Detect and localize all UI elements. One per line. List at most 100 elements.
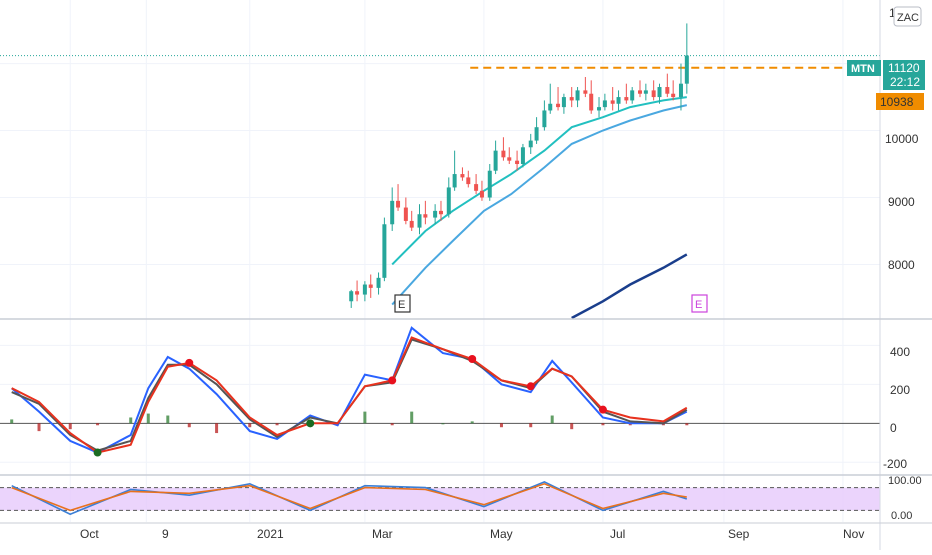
- candle: [433, 204, 438, 225]
- candle-body: [665, 87, 670, 94]
- candle: [501, 137, 506, 161]
- stochastic-pane[interactable]: [0, 481, 880, 516]
- candle: [542, 100, 547, 131]
- candle: [479, 180, 484, 201]
- ema-fast-line: [391, 96, 687, 266]
- candle-body: [597, 107, 602, 111]
- candle: [403, 197, 408, 225]
- candle: [409, 210, 414, 231]
- candle: [548, 83, 553, 114]
- candle-body: [355, 291, 360, 295]
- ticker-badge[interactable]: ZAC: [893, 6, 922, 27]
- time-axis-label: May: [490, 527, 513, 541]
- time-axis-label: Nov: [843, 527, 864, 541]
- candle-body: [624, 97, 629, 101]
- candle-body: [396, 200, 401, 208]
- candle-body: [376, 277, 381, 288]
- candle-body: [638, 90, 642, 94]
- macd-histogram-bar: [685, 423, 689, 426]
- candle-body: [368, 284, 373, 288]
- candle: [534, 117, 539, 144]
- macd-histogram-bar: [390, 423, 394, 426]
- time-axis-label: Mar: [372, 527, 393, 541]
- candle: [602, 93, 607, 111]
- candle-body: [507, 157, 512, 161]
- candle-body: [409, 220, 414, 228]
- macd-histogram-bar: [470, 421, 474, 424]
- candle: [355, 280, 360, 302]
- candle: [376, 272, 381, 295]
- candle: [589, 80, 594, 114]
- ema-slow-line: [391, 104, 688, 306]
- candle-body: [616, 97, 621, 104]
- candle-body: [630, 90, 635, 101]
- candle-body: [602, 100, 607, 108]
- time-axis-label: 9: [162, 527, 169, 541]
- candle-body: [349, 291, 354, 302]
- candle: [452, 150, 457, 191]
- candle-body: [452, 174, 457, 188]
- time-axis-label: Sep: [728, 527, 750, 541]
- countdown-label: 22:12: [890, 75, 920, 89]
- level-label: 10938: [880, 95, 914, 109]
- macd-cross-dot: [306, 419, 315, 428]
- candle-body: [678, 83, 683, 98]
- candle-body: [575, 90, 580, 101]
- candle-body: [657, 87, 662, 98]
- macd-histogram-bar: [410, 411, 414, 424]
- candle: [423, 200, 428, 225]
- macd-cross-dot: [93, 448, 102, 457]
- symbol-price-tag: MTN 11120 22:12: [847, 60, 925, 90]
- candle: [610, 87, 615, 111]
- candle-body: [403, 207, 408, 221]
- candle: [643, 83, 648, 101]
- macd-histogram-bar: [275, 423, 279, 426]
- macd-fast-line: [11, 326, 688, 454]
- price-pane[interactable]: [0, 23, 880, 320]
- candle: [597, 97, 602, 118]
- macd-histogram-bar: [215, 423, 219, 434]
- candle: [651, 80, 656, 101]
- candle-body: [583, 90, 588, 94]
- candle-body: [446, 187, 451, 215]
- candle-body: [390, 200, 395, 225]
- candle-body: [423, 214, 428, 218]
- macd-cross-dot: [598, 405, 607, 414]
- earnings-marker[interactable]: E: [394, 294, 411, 313]
- candle-body: [493, 150, 498, 171]
- price-tick-label: 9000: [888, 195, 915, 209]
- earnings-marker-upcoming[interactable]: E: [691, 294, 708, 313]
- candle: [583, 76, 588, 98]
- price-tick-label: 1: [889, 6, 896, 20]
- macd-histogram-bar: [248, 423, 252, 428]
- candle-body: [556, 103, 561, 108]
- macd-pane[interactable]: [0, 326, 880, 457]
- candle: [460, 167, 465, 181]
- macd-cross-dot: [185, 358, 194, 367]
- candle-body: [542, 110, 547, 128]
- candle-body: [501, 150, 506, 158]
- macd-histogram-bar: [68, 423, 72, 430]
- candle: [684, 23, 689, 94]
- time-axis-label: Jul: [610, 527, 625, 541]
- earnings-marker-label: E: [695, 299, 702, 311]
- candle: [396, 184, 401, 211]
- sma-long-line: [571, 253, 688, 320]
- candle-body: [515, 160, 520, 165]
- grid-lines: [0, 0, 880, 522]
- macd-histogram-bar: [601, 423, 605, 426]
- macd-histogram-bar: [529, 423, 533, 428]
- stoch-k-line: [11, 481, 688, 516]
- candle: [624, 83, 629, 104]
- candle-body: [534, 127, 539, 141]
- candle-body: [382, 224, 387, 278]
- macd-histogram-bar: [166, 415, 170, 424]
- macd-histogram-bar: [499, 423, 503, 428]
- candle: [556, 87, 561, 111]
- candle-body: [460, 174, 465, 178]
- candle: [561, 93, 566, 114]
- macd-signal-line: [11, 336, 688, 454]
- macd-histogram-bar: [550, 415, 554, 424]
